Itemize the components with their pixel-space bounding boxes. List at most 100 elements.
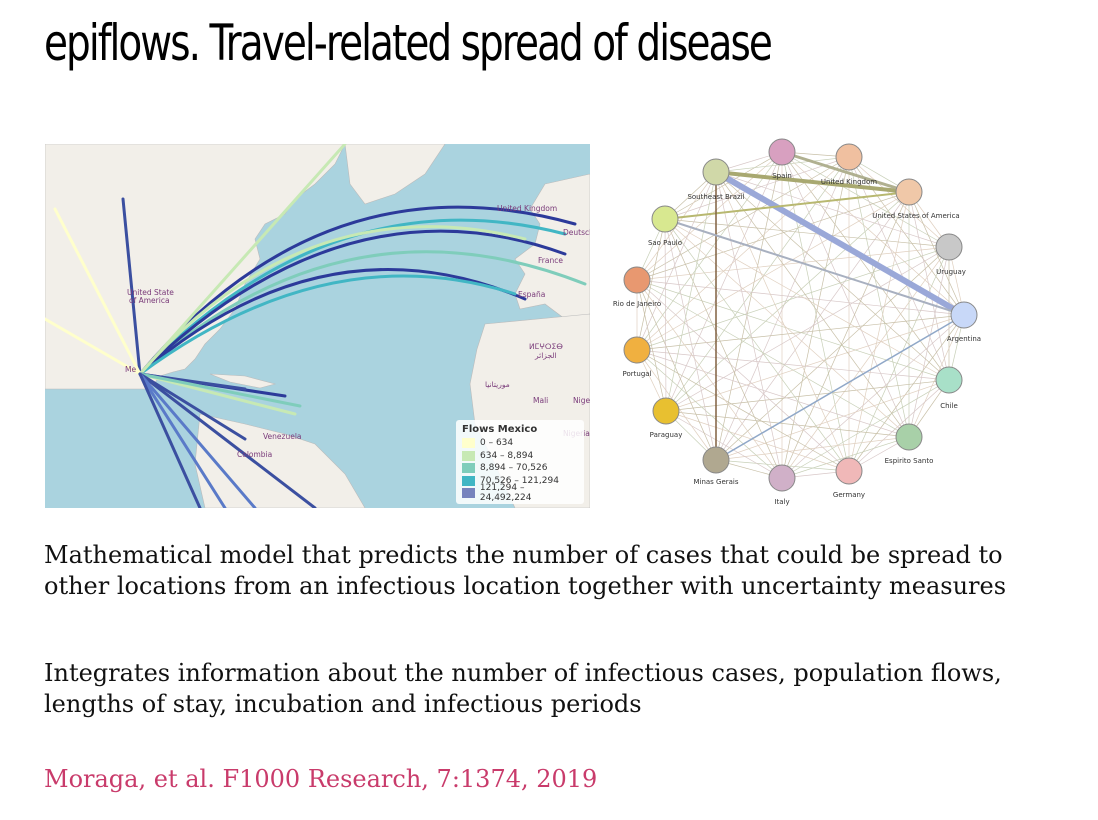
legend-swatch — [462, 450, 475, 461]
map-legend: Flows Mexico 0 – 634 634 – 8,894 8,894 –… — [456, 420, 584, 504]
legend-swatch — [462, 475, 475, 486]
legend-label: 634 – 8,894 — [480, 450, 534, 461]
network-edge — [715, 171, 950, 248]
network-edge — [636, 191, 910, 281]
network-edge — [664, 218, 965, 316]
network-edge — [781, 151, 965, 316]
network-node-label: Rio de Janeiro — [613, 300, 661, 308]
flow-line — [138, 372, 317, 508]
network-edge — [848, 314, 965, 472]
network-edge — [636, 151, 783, 281]
network-edge — [665, 379, 950, 412]
network-edge — [715, 171, 950, 381]
legend-item: 0 – 634 — [462, 437, 578, 450]
map-label-algeria: الجزائر — [535, 351, 557, 360]
network-node-label: Chile — [940, 402, 958, 410]
network-edge — [908, 191, 950, 381]
network-node — [702, 158, 730, 186]
network-edge — [636, 279, 950, 381]
network-edge — [665, 246, 950, 412]
legend-swatch — [462, 488, 475, 499]
network-edge — [665, 410, 910, 438]
land-greenland — [344, 144, 446, 205]
legend-swatch — [462, 463, 475, 474]
network-edge — [848, 156, 950, 381]
land-cuba — [209, 373, 277, 389]
network-edge — [781, 151, 910, 438]
network-edge — [781, 151, 950, 248]
flow-line — [138, 229, 567, 376]
network-edge — [908, 246, 950, 438]
network-edges — [636, 150, 966, 479]
network-node-label: Portugal — [623, 370, 652, 378]
legend-title: Flows Mexico — [462, 424, 538, 435]
network-edge — [664, 218, 950, 381]
paragraph-model: Mathematical model that predicts the num… — [44, 541, 1007, 600]
network-edge — [664, 218, 667, 412]
network-node — [623, 336, 651, 364]
legend-swatch — [462, 438, 475, 449]
network-node-label: Spain — [772, 172, 792, 180]
reference-citation: Moraga, et al. F1000 Research, 7:1374, 2… — [44, 765, 598, 793]
network-node — [935, 366, 963, 394]
network-edge — [848, 379, 950, 472]
network-edge — [715, 436, 910, 461]
map-label-venezuela: Venezuela — [263, 432, 302, 441]
map-label-niger: Nige — [573, 396, 590, 405]
map-label-mexico: Me — [125, 365, 137, 374]
flow-line — [138, 372, 227, 508]
network-edge — [636, 279, 717, 461]
network-node — [623, 266, 651, 294]
network-node-label: Espirito Santo — [885, 457, 934, 465]
network-edge — [664, 218, 783, 479]
land-north-america — [45, 144, 346, 390]
network-edge — [715, 171, 910, 438]
network-edge — [636, 349, 910, 438]
network-node-label: Paraguay — [650, 431, 683, 439]
network-node-label: Southeast Brazil — [687, 193, 744, 201]
network-edge — [848, 156, 910, 438]
network-node — [768, 138, 796, 166]
legend-label: 8,894 – 70,526 — [480, 463, 548, 474]
map-label-deutschland: Deutsch — [563, 228, 590, 237]
network-edge — [715, 171, 850, 472]
flow-line — [138, 250, 587, 376]
network-edge — [848, 246, 950, 472]
network-node-label: United Kingdom — [821, 178, 877, 186]
network-edge — [848, 191, 910, 472]
network-edge — [636, 191, 910, 351]
flow-line — [138, 268, 527, 376]
network-node — [652, 397, 680, 425]
flow-line — [138, 372, 302, 408]
network-edge — [665, 151, 783, 412]
network-edge — [781, 150, 910, 194]
map-label-uk: United Kingdom — [497, 204, 558, 213]
network-node — [895, 178, 923, 206]
network-edge — [636, 279, 667, 412]
map-label-usa: United State — [127, 288, 174, 297]
flow-map: United State of America Me United Kingdo… — [45, 144, 590, 508]
map-label-france: France — [538, 256, 563, 265]
network-edge — [781, 379, 950, 479]
map-label-espana: España — [518, 290, 546, 299]
network-edge — [664, 191, 910, 220]
network-edge — [636, 246, 950, 281]
map-label-morocco: ⵍⵎⵖⵔⵉⴱ — [529, 342, 563, 351]
network-node-label: Sao Paulo — [648, 239, 682, 247]
network-edge — [636, 156, 850, 351]
legend-label: 121,294 – 24,492,224 — [479, 483, 532, 504]
map-label-mali: Mali — [533, 396, 549, 405]
legend-item: 70,526 – 121,294 — [462, 475, 578, 488]
flow-line — [138, 372, 202, 508]
network-node-label: Argentina — [947, 335, 981, 343]
network-edge — [636, 171, 717, 351]
network-edge — [664, 156, 850, 220]
network-edge — [636, 279, 910, 438]
network-node — [835, 143, 863, 171]
network-node-label: Italy — [774, 498, 789, 506]
network-edge — [664, 151, 783, 220]
slide-title: epiflows. Travel-related spread of disea… — [44, 14, 773, 72]
network-node-label: Uruguay — [936, 268, 966, 276]
map-label-mauritanie: موريتانيا — [485, 380, 510, 389]
flow-line — [53, 207, 142, 376]
